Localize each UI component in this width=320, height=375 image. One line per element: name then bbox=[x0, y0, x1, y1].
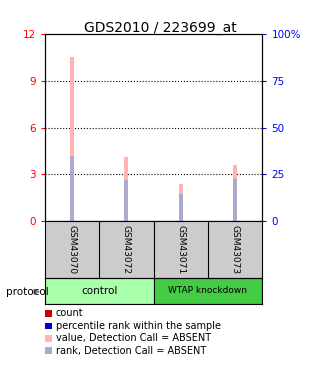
Bar bbox=[179, 184, 183, 221]
Text: value, Detection Call = ABSENT: value, Detection Call = ABSENT bbox=[56, 333, 211, 343]
Text: count: count bbox=[56, 309, 83, 318]
Text: GSM43073: GSM43073 bbox=[231, 225, 240, 274]
Text: GDS2010 / 223699_at: GDS2010 / 223699_at bbox=[84, 21, 236, 34]
Text: percentile rank within the sample: percentile rank within the sample bbox=[56, 321, 221, 331]
Bar bbox=[233, 165, 237, 221]
Text: GSM43072: GSM43072 bbox=[122, 225, 131, 274]
Text: control: control bbox=[81, 286, 117, 296]
Bar bbox=[70, 57, 74, 221]
Bar bbox=[154, 278, 262, 304]
Text: protocol: protocol bbox=[6, 287, 49, 297]
Text: GSM43071: GSM43071 bbox=[176, 225, 185, 274]
Text: GSM43070: GSM43070 bbox=[68, 225, 76, 274]
Bar bbox=[70, 156, 74, 221]
Bar bbox=[233, 179, 237, 221]
Bar bbox=[124, 157, 128, 221]
Bar bbox=[45, 278, 154, 304]
Text: WTAP knockdown: WTAP knockdown bbox=[169, 286, 247, 295]
Bar bbox=[179, 194, 183, 221]
Bar bbox=[124, 180, 128, 221]
Text: rank, Detection Call = ABSENT: rank, Detection Call = ABSENT bbox=[56, 346, 206, 355]
